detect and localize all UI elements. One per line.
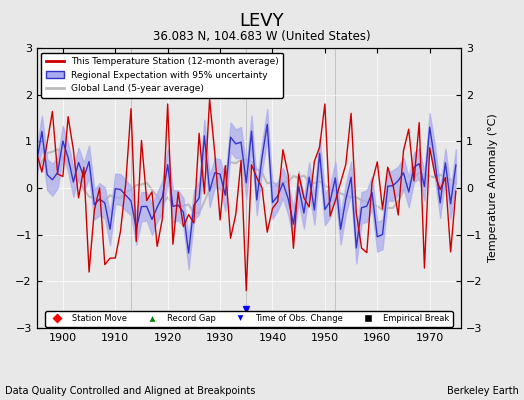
Text: Berkeley Earth: Berkeley Earth — [447, 386, 519, 396]
Y-axis label: Temperature Anomaly (°C): Temperature Anomaly (°C) — [488, 114, 498, 262]
Text: LEVY: LEVY — [239, 12, 285, 30]
Text: 36.083 N, 104.683 W (United States): 36.083 N, 104.683 W (United States) — [153, 30, 371, 43]
Legend: Station Move, Record Gap, Time of Obs. Change, Empirical Break: Station Move, Record Gap, Time of Obs. C… — [45, 311, 453, 327]
Text: Data Quality Controlled and Aligned at Breakpoints: Data Quality Controlled and Aligned at B… — [5, 386, 256, 396]
